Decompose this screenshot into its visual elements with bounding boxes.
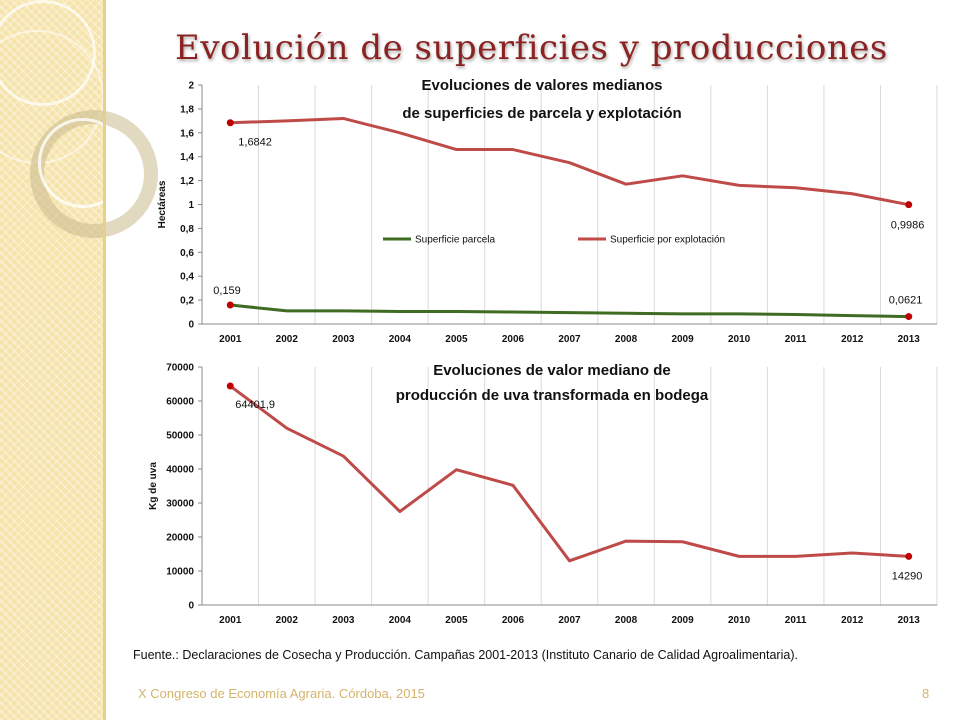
- legend-label: Superficie por explotación: [610, 235, 725, 246]
- data-point-marker: [905, 201, 913, 209]
- data-label: 14290: [892, 570, 923, 582]
- x-tick-label: 2002: [276, 334, 299, 345]
- x-tick-label: 2007: [558, 615, 581, 626]
- slide-title: Evolución de superficies y producciones: [175, 28, 888, 68]
- x-tick-label: 2006: [502, 334, 525, 345]
- data-label: 0,9986: [891, 220, 925, 232]
- x-tick-label: 2002: [276, 615, 299, 626]
- source-note: Fuente.: Declaraciones de Cosecha y Prod…: [133, 648, 798, 662]
- x-tick-label: 2003: [332, 334, 355, 345]
- data-label: 0,159: [213, 285, 241, 297]
- x-tick-label: 2013: [898, 615, 921, 626]
- y-tick-label: 1,2: [180, 176, 194, 187]
- x-tick-label: 2011: [785, 334, 807, 345]
- y-tick-label: 10000: [166, 567, 194, 578]
- data-label: 0,0621: [889, 295, 923, 307]
- y-tick-label: 2: [188, 81, 194, 92]
- y-tick-label: 0: [188, 601, 194, 612]
- y-tick-label: 1,4: [180, 152, 194, 163]
- data-point-marker: [905, 313, 913, 321]
- x-tick-label: 2001: [219, 334, 242, 345]
- y-tick-label: 40000: [166, 465, 194, 476]
- x-tick-label: 2005: [445, 615, 468, 626]
- y-axis-label: Kg de uva: [148, 462, 159, 510]
- decorative-ring: [38, 118, 128, 208]
- y-tick-label: 50000: [166, 431, 194, 442]
- y-tick-label: 0,6: [180, 248, 194, 259]
- x-tick-label: 2008: [615, 334, 638, 345]
- x-tick-label: 2011: [785, 615, 807, 626]
- x-tick-label: 2008: [615, 615, 638, 626]
- y-tick-label: 20000: [166, 533, 194, 544]
- x-tick-label: 2004: [389, 615, 412, 626]
- y-axis-label: Hectáreas: [157, 180, 168, 228]
- x-tick-label: 2006: [502, 615, 525, 626]
- y-tick-label: 1: [188, 200, 194, 211]
- data-label: 1,6842: [238, 137, 272, 149]
- y-tick-label: 0,2: [180, 296, 194, 307]
- y-tick-label: 60000: [166, 397, 194, 408]
- series-line: [230, 116, 910, 207]
- x-tick-label: 2004: [389, 334, 412, 345]
- x-tick-label: 2013: [898, 334, 921, 345]
- decorative-sidebar: [0, 0, 158, 720]
- data-point-marker: [226, 301, 234, 309]
- x-tick-label: 2001: [219, 615, 242, 626]
- x-tick-label: 2009: [671, 615, 694, 626]
- charts-area: 0 0,2 0,4 0,6 0,8 1 1,2 1,4 1,6 1,8 2 2001 2002 2003 2…: [148, 77, 938, 626]
- decorative-ring: [0, 0, 96, 106]
- y-tick-label: 70000: [166, 363, 194, 374]
- data-point-marker: [226, 382, 234, 390]
- x-tick-label: 2007: [558, 334, 581, 345]
- x-tick-label: 2012: [841, 334, 864, 345]
- series-line: [229, 384, 909, 563]
- y-tick-label: 0,4: [180, 272, 194, 283]
- chart-title: Evoluciones de valor mediano de: [433, 362, 671, 379]
- data-point-marker: [226, 119, 234, 127]
- legend-label: Superficie parcela: [415, 235, 495, 246]
- sidebar-edge: [103, 0, 106, 720]
- data-point-marker: [905, 552, 913, 560]
- chart-title: de superficies de parcela y explotación: [402, 105, 681, 122]
- x-tick-label: 2010: [728, 615, 751, 626]
- footer-text: X Congreso de Economía Agraria. Córdoba,…: [138, 686, 425, 701]
- y-tick-label: 0,8: [180, 224, 194, 235]
- data-label: 64401,9: [235, 399, 275, 411]
- y-tick-label: 0: [188, 320, 194, 331]
- x-tick-label: 2003: [332, 615, 355, 626]
- chart-title: producción de uva transformada en bodega: [396, 387, 709, 404]
- y-tick-label: 1,8: [180, 104, 194, 115]
- chart-title: Evoluciones de valores medianos: [422, 77, 663, 94]
- x-tick-label: 2009: [671, 334, 694, 345]
- y-tick-label: 1,6: [180, 128, 194, 139]
- page-number: 8: [922, 686, 930, 701]
- x-tick-label: 2010: [728, 334, 751, 345]
- series-line: [230, 303, 909, 319]
- x-tick-label: 2005: [445, 334, 468, 345]
- x-tick-label: 2012: [841, 615, 864, 626]
- y-tick-label: 30000: [166, 499, 194, 510]
